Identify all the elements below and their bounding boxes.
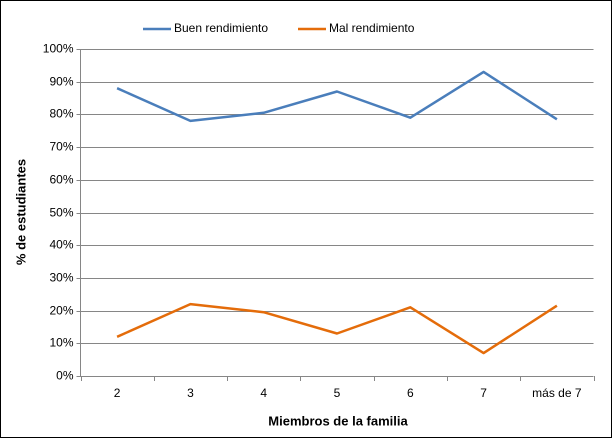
x-tick-label: 7	[480, 386, 487, 400]
y-tick-label: 0%	[56, 369, 74, 383]
y-tick-label: 20%	[49, 304, 73, 318]
y-tick-label: 100%	[43, 42, 74, 56]
x-tick-label: 4	[260, 386, 267, 400]
series-line	[116, 70, 558, 123]
y-tick-label: 50%	[49, 206, 73, 220]
y-tick-label: 40%	[49, 238, 73, 252]
x-tick-label: 2	[114, 386, 121, 400]
x-tick-label: 6	[407, 386, 414, 400]
y-tick-label: 30%	[49, 271, 73, 285]
legend-label: Mal rendimiento	[329, 21, 415, 35]
x-tick-label: 5	[334, 386, 341, 400]
y-tick-label: 80%	[49, 107, 73, 121]
y-tick-label: 90%	[49, 75, 73, 89]
y-axis-title: % de estudiantes	[13, 159, 28, 265]
y-tick-label: 10%	[49, 336, 73, 350]
x-tick-label: 3	[187, 386, 194, 400]
x-tick-label: más de 7	[532, 386, 582, 400]
x-axis-title: Miembros de la familia	[268, 413, 408, 428]
y-tick-label: 60%	[49, 173, 73, 187]
legend-label: Buen rendimiento	[174, 21, 268, 35]
y-tick-label: 70%	[49, 140, 73, 154]
series-line	[116, 302, 558, 355]
